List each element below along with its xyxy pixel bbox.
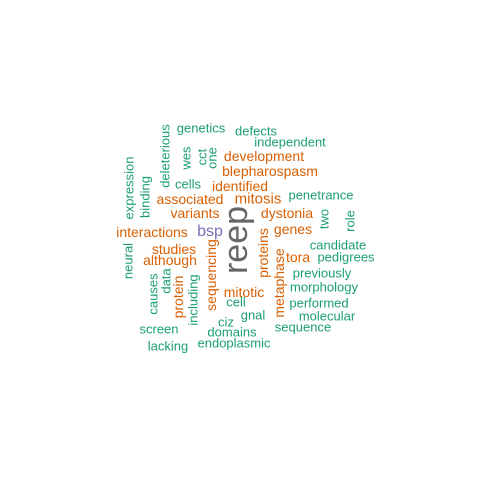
word-dystonia: dystonia [260,205,314,221]
word-genes: genes [273,221,313,237]
word-role: role [342,210,358,232]
word-reep: reep [217,205,255,275]
word-although: although [143,252,197,268]
word-gnal: gnal [240,307,266,323]
word-data: data [158,268,174,294]
word-tora: tora [285,249,311,265]
word-deleterious: deleterious [157,124,173,188]
word-defects: defects [235,123,277,139]
word-wes: wes [178,146,194,170]
word-binding: binding [137,176,153,218]
word-proteins: proteins [255,228,271,278]
word-one: one [204,147,220,169]
word-bsp: bsp [197,223,223,240]
word-development: development [223,148,305,164]
word-two: two [316,208,332,230]
word-associated: associated [156,191,224,207]
word-including: including [185,274,201,326]
word-domains: domains [207,324,257,340]
word-interactions: interactions [116,224,188,240]
word-neural: neural [120,242,136,280]
word-morphology: morphology [290,279,358,295]
word-performed: performed [289,295,349,311]
word-pedigrees: pedigrees [317,249,375,265]
word-studies: studies [151,241,197,257]
word-variants: variants [170,205,220,221]
word-candidate: candidate [309,237,367,253]
word-endoplasmic: endoplasmic [197,335,271,351]
word-sequencing: sequencing [203,239,219,311]
word-genetics: genetics [176,120,226,136]
word-cell: cell [226,294,246,310]
word-metaphase: metaphase [271,248,287,318]
word-mitosis: mitosis [234,190,282,208]
word-previously: previously [292,265,352,281]
word-sequence: sequence [274,319,332,335]
word-molecular: molecular [298,308,356,324]
word-ciz: ciz [218,314,234,330]
word-cells: cells [174,176,202,192]
word-penetrance: penetrance [288,187,354,203]
word-expression: expression [121,156,137,220]
word-blepharospasm: blepharospasm [222,163,318,179]
word-independent: independent [254,134,326,150]
word-mitotic: mitotic [223,284,265,300]
word-lacking: lacking [147,338,189,354]
word-screen: screen [139,321,179,337]
word-identified: identified [211,178,269,194]
